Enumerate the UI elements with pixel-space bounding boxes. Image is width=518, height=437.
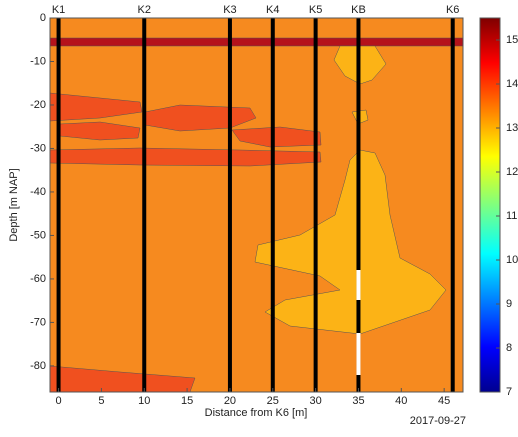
contour-region — [50, 365, 196, 392]
x-tick-label: 10 — [138, 395, 150, 407]
well-label: KB — [351, 4, 366, 16]
y-tick-label: -40 — [30, 186, 46, 198]
y-tick-label: -50 — [30, 229, 46, 241]
y-tick-label: -10 — [30, 55, 46, 67]
y-tick-label: -20 — [30, 99, 46, 111]
colorbar-tick-label: 9 — [506, 298, 512, 310]
well-label: K3 — [223, 4, 236, 16]
y-tick-label: -60 — [30, 273, 46, 285]
colorbar-tick-label: 8 — [506, 342, 512, 354]
x-tick-label: 25 — [267, 395, 279, 407]
well-label: K5 — [309, 4, 322, 16]
contour-region — [50, 92, 143, 122]
plot-frame — [49, 17, 464, 393]
well-label: K4 — [266, 4, 279, 16]
colorbar-tick-label: 14 — [506, 78, 518, 90]
well-label: K6 — [446, 4, 459, 16]
y-axis-label: Depth [m NAP] — [8, 168, 20, 241]
x-tick-label: 5 — [98, 395, 104, 407]
well-label: K2 — [138, 4, 151, 16]
colorbar-tick-label: 12 — [506, 166, 518, 178]
colorbar — [479, 17, 501, 393]
x-tick-label: 40 — [395, 395, 407, 407]
date-annotation: 2017-09-27 — [410, 415, 466, 427]
x-tick-label: 35 — [352, 395, 364, 407]
y-tick-label: -30 — [30, 142, 46, 154]
y-tick-label: -70 — [30, 316, 46, 328]
x-tick-label: 15 — [181, 395, 193, 407]
x-tick-label: 45 — [438, 395, 450, 407]
contour-field — [50, 18, 463, 392]
contour-region — [231, 126, 322, 148]
y-tick-label: 0 — [40, 12, 46, 24]
colorbar-tick-label: 10 — [506, 254, 518, 266]
contour-region — [50, 37, 463, 47]
x-axis-label: Distance from K6 [m] — [205, 407, 308, 419]
y-tick-label: -80 — [30, 360, 46, 372]
contour-region — [50, 147, 322, 167]
colorbar-tick-label: 11 — [506, 210, 517, 222]
colorbar-tick-label: 7 — [506, 386, 512, 398]
x-tick-label: 0 — [56, 395, 62, 407]
well-label: K1 — [52, 4, 65, 16]
colorbar-tick-label: 13 — [506, 122, 518, 134]
x-tick-label: 30 — [309, 395, 321, 407]
x-tick-label: 20 — [224, 395, 236, 407]
contour-region — [50, 18, 463, 392]
colorbar-tick-label: 15 — [506, 34, 518, 46]
wells — [56, 18, 455, 392]
